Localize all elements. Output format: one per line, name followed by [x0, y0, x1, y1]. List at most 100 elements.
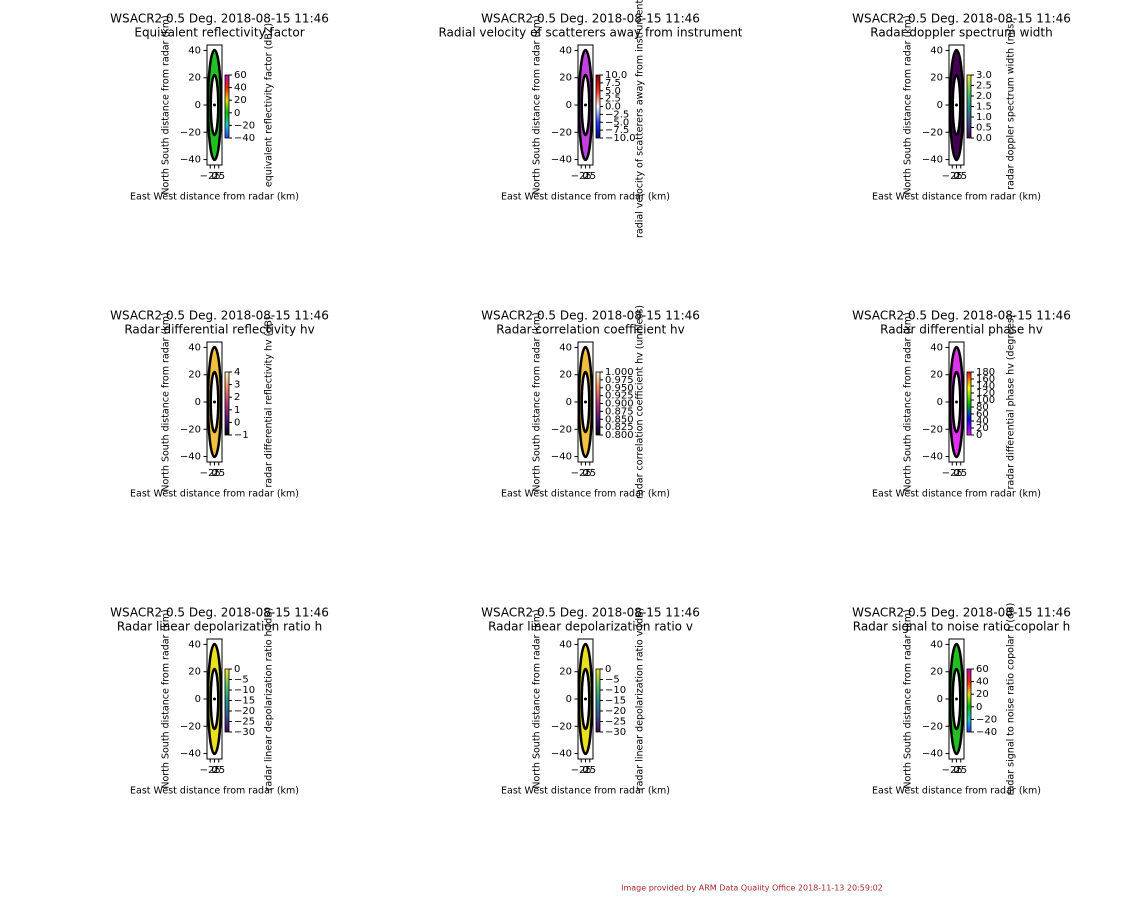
colorbar-tick-label: −25 [234, 717, 255, 728]
y-axis-label: North South distance from radar (km) [532, 15, 543, 194]
radar-site [213, 400, 216, 404]
colorbar-tick-label: 120 [976, 388, 995, 399]
x-tick-label: 25 [583, 468, 596, 479]
radar-site [584, 103, 587, 107]
y-tick-label: 0 [566, 694, 572, 705]
colorbar-tick-label: 2.5 [976, 81, 992, 92]
colorbar-label: radar doppler spectrum width (m/s) [1006, 20, 1017, 190]
colorbar-tick-label: −30 [234, 727, 255, 738]
colorbar-tick-label: 2.0 [976, 91, 992, 102]
x-tick-label: −25 [571, 171, 592, 182]
colorbar [966, 668, 972, 733]
y-tick-label: −40 [551, 749, 572, 760]
panel-subtitle: Radar signal to noise ratio copolar h [853, 620, 1070, 634]
colorbar-tick-label: 1 [234, 405, 240, 416]
colorbar-tick-label: 0.925 [605, 391, 634, 402]
y-tick-label: 40 [559, 342, 572, 353]
colorbar-tick-label: −10 [234, 685, 255, 696]
colorbar-tick-label: 40 [976, 677, 989, 688]
x-tick-label: 0 [953, 171, 959, 182]
y-tick-label: 40 [559, 45, 572, 56]
colorbar [966, 371, 972, 436]
colorbar-tick-label: 0.950 [605, 383, 634, 394]
panel-title: WSACR2 0.5 Deg. 2018-08-15 11:46 [481, 12, 700, 26]
x-axis-label: East West distance from radar (km) [501, 192, 670, 203]
y-tick-label: 0 [195, 100, 201, 111]
colorbar-tick-label: −20 [234, 706, 255, 717]
y-tick-label: 40 [930, 342, 943, 353]
x-tick-label: 0 [211, 468, 217, 479]
colorbar-tick-label: −15 [234, 696, 255, 707]
radar-site [213, 697, 216, 701]
x-tick-label: 25 [583, 765, 596, 776]
x-tick-label: 0 [582, 765, 588, 776]
x-axis-label: East West distance from radar (km) [130, 489, 299, 500]
colorbar-tick-label: 0 [234, 108, 240, 119]
colorbar-tick-label: 0.0 [605, 102, 621, 113]
radar-site [584, 697, 587, 701]
y-axis-label: North South distance from radar (km) [903, 609, 914, 788]
colorbar-label: equivalent reflectivity factor (dBZ) [264, 23, 275, 187]
y-tick-label: −20 [180, 721, 201, 732]
x-tick-label: −25 [571, 765, 592, 776]
colorbar-tick-label: −10.0 [605, 133, 636, 144]
y-tick-label: −20 [922, 424, 943, 435]
colorbar [595, 668, 601, 733]
colorbar-tick-label: 40 [976, 416, 989, 427]
colorbar-tick-label: 0.800 [605, 430, 634, 441]
colorbar-tick-label: 0 [976, 430, 982, 441]
colorbar-tick-label: −5.0 [605, 117, 629, 128]
colorbar-tick-label: 2 [234, 392, 240, 403]
x-tick-label: 0 [582, 171, 588, 182]
panel-subtitle: Equivalent reflectivity factor [134, 26, 304, 40]
x-tick-label: 25 [212, 765, 225, 776]
colorbar-tick-label: 40 [234, 83, 247, 94]
colorbar-tick-label: 0 [234, 664, 240, 675]
colorbar-tick-label: −20 [234, 120, 255, 131]
colorbar-tick-label: −5 [605, 675, 620, 686]
radar-site [584, 400, 587, 404]
y-tick-label: 40 [188, 342, 201, 353]
panel-subtitle: Radar correlation coefficient hv [496, 323, 684, 337]
y-tick-label: 20 [188, 370, 201, 381]
x-tick-label: −25 [942, 468, 963, 479]
colorbar-tick-label: 140 [976, 381, 995, 392]
y-tick-label: 0 [566, 100, 572, 111]
y-tick-label: −40 [922, 749, 943, 760]
x-tick-label: −25 [200, 765, 221, 776]
y-tick-label: −20 [551, 424, 572, 435]
y-axis-label: North South distance from radar (km) [161, 15, 172, 194]
y-tick-label: 20 [930, 73, 943, 84]
panel-subtitle: Radial velocity of scatterers away from … [438, 26, 742, 40]
colorbar-tick-label: 1.0 [976, 112, 992, 123]
y-axis-label: North South distance from radar (km) [903, 15, 914, 194]
x-tick-label: 25 [954, 171, 967, 182]
colorbar-tick-label: 7.5 [605, 78, 621, 89]
colorbar-tick-label: −2.5 [605, 109, 629, 120]
colorbar-tick-label: 100 [976, 395, 995, 406]
y-tick-label: 40 [930, 639, 943, 650]
x-axis-label: East West distance from radar (km) [501, 786, 670, 797]
x-tick-label: −25 [571, 468, 592, 479]
colorbar-tick-label: 0.850 [605, 414, 634, 425]
x-tick-label: 25 [212, 171, 225, 182]
y-axis-label: North South distance from radar (km) [532, 609, 543, 788]
colorbar-tick-label: −25 [605, 717, 626, 728]
y-axis-label: North South distance from radar (km) [532, 312, 543, 491]
y-tick-label: −20 [922, 721, 943, 732]
colorbar-tick-label: −7.5 [605, 125, 629, 136]
colorbar-tick-label: 0 [605, 664, 611, 675]
x-tick-label: −25 [200, 171, 221, 182]
colorbar-label: radial velocity of scatterers away from … [635, 0, 646, 238]
panel-title: WSACR2 0.5 Deg. 2018-08-15 11:46 [481, 309, 700, 323]
colorbar-tick-label: 20 [234, 95, 247, 106]
y-tick-label: −40 [922, 452, 943, 463]
y-tick-label: 0 [937, 694, 943, 705]
y-tick-label: 20 [930, 667, 943, 678]
x-tick-label: 0 [211, 171, 217, 182]
x-tick-label: 25 [212, 468, 225, 479]
x-tick-label: −25 [200, 468, 221, 479]
y-tick-label: −40 [180, 155, 201, 166]
y-tick-label: −20 [180, 424, 201, 435]
